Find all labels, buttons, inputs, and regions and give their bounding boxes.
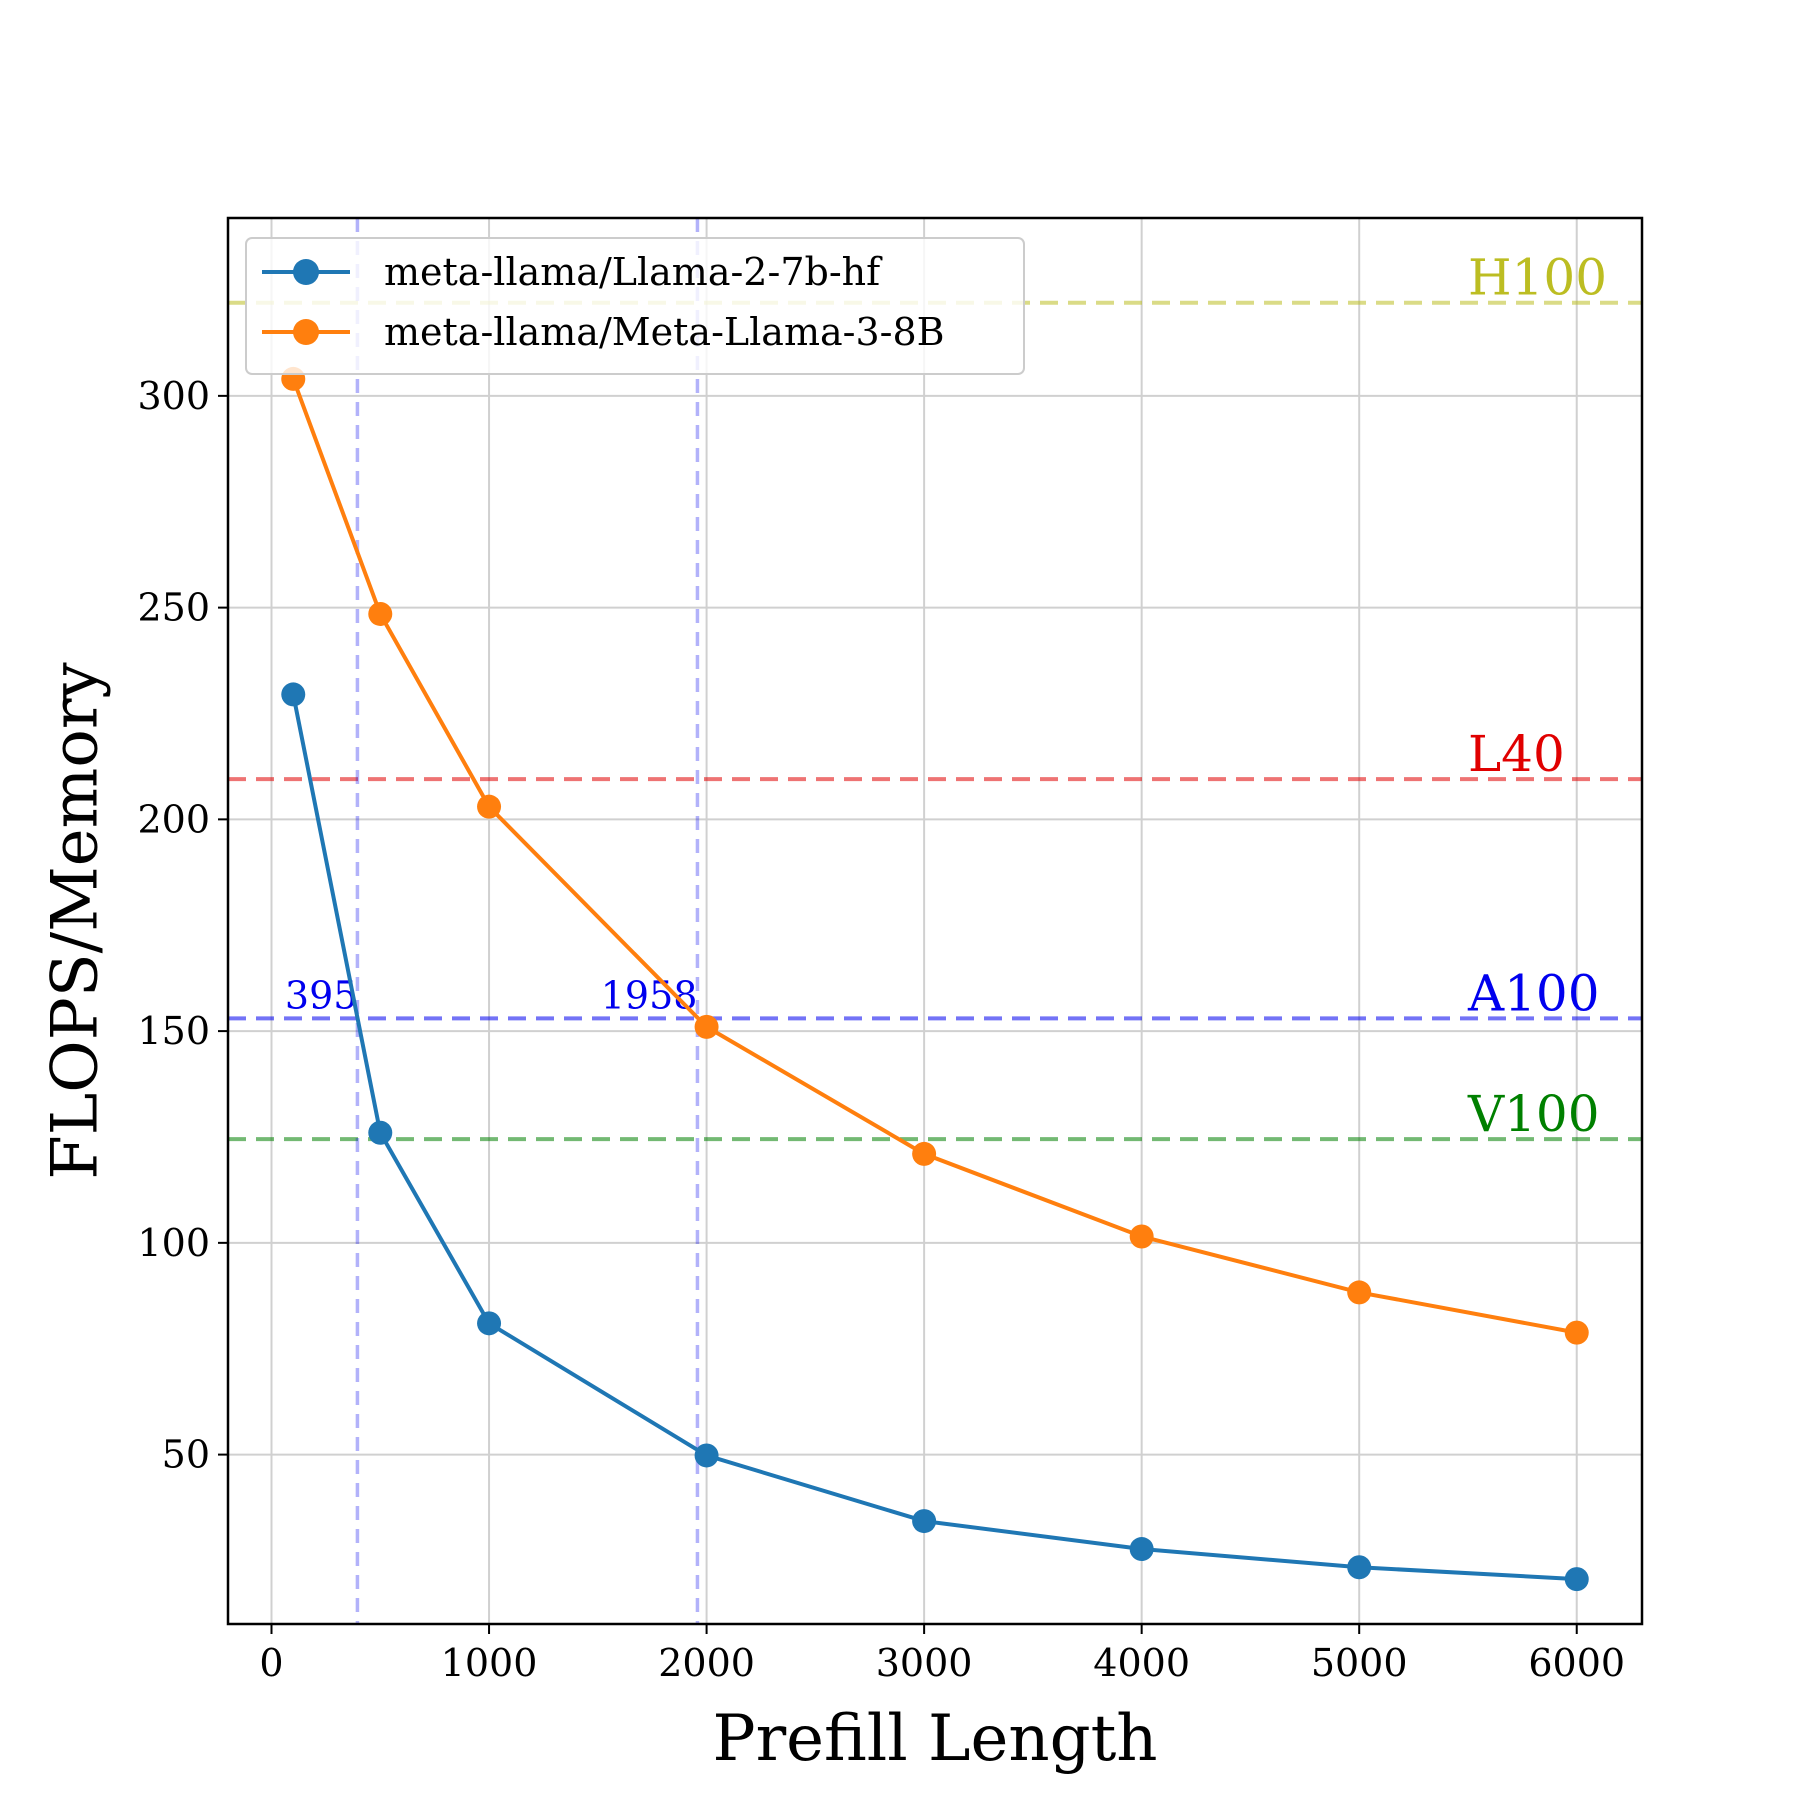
legend: meta-llama/Llama-2-7b-hf meta-llama/Meta-…	[245, 237, 1025, 375]
data-point	[368, 1120, 393, 1145]
x-axis-ticks: 0 1000 2000 3000 4000 5000 6000	[259, 1624, 1625, 1685]
data-point	[281, 682, 306, 707]
data-point	[477, 1311, 502, 1336]
reference-label: L40	[1468, 725, 1565, 783]
data-point	[1129, 1537, 1154, 1562]
legend-marker	[293, 319, 319, 345]
x-tick-label: 6000	[1528, 1641, 1625, 1685]
legend-marker	[293, 259, 319, 285]
x-tick-label: 1000	[441, 1641, 538, 1685]
y-axis-ticks: 50 100 150 200 250 300	[137, 374, 228, 1477]
y-tick-label: 250	[137, 586, 210, 630]
x-tick-label: 0	[259, 1641, 283, 1685]
y-tick-label: 200	[137, 797, 210, 841]
reference-label: A100	[1467, 964, 1600, 1022]
data-point	[1347, 1555, 1372, 1580]
reference-label: V100	[1467, 1085, 1600, 1143]
series-line	[291, 378, 1578, 1335]
legend-label: meta-llama/Llama-2-7b-hf	[384, 250, 883, 294]
data-point	[1347, 1280, 1372, 1305]
data-point	[1564, 1567, 1589, 1592]
reference-labels: H100 L40 A100 V100	[1467, 249, 1607, 1143]
x-tick-label: 4000	[1093, 1641, 1190, 1685]
crossover-lines: 395 1958	[285, 218, 700, 1624]
data-point	[694, 1443, 719, 1468]
y-axis-title: FLOPS/Memory	[39, 662, 113, 1179]
reference-label: H100	[1468, 249, 1607, 307]
y-tick-label: 300	[137, 374, 210, 418]
data-point	[1564, 1320, 1589, 1345]
series-group	[281, 366, 1589, 1592]
data-point	[912, 1141, 937, 1166]
legend-box	[245, 237, 1025, 375]
legend-label: meta-llama/Meta-Llama-3-8B	[384, 310, 945, 354]
crossover-label: 395	[285, 973, 358, 1017]
x-tick-label: 3000	[876, 1641, 973, 1685]
series-line	[291, 694, 1577, 1582]
data-point	[1129, 1224, 1154, 1249]
data-point	[477, 794, 502, 819]
y-tick-label: 150	[137, 1009, 210, 1053]
data-point	[912, 1509, 937, 1534]
y-tick-label: 100	[137, 1221, 210, 1265]
data-point	[694, 1014, 719, 1039]
plot-frame	[226, 216, 1644, 1626]
grid	[228, 218, 1642, 1624]
x-tick-label: 2000	[658, 1641, 755, 1685]
crossover-label: 1958	[601, 973, 698, 1017]
y-tick-label: 50	[162, 1433, 210, 1477]
x-tick-label: 5000	[1311, 1641, 1408, 1685]
x-axis-title: Prefill Length	[713, 1702, 1158, 1776]
data-point	[368, 601, 393, 626]
